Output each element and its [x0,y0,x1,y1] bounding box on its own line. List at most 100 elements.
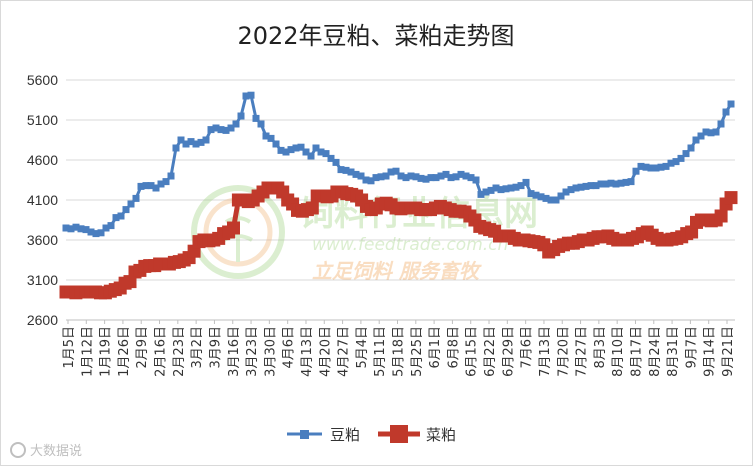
x-tick-label: 3月16日 [227,326,242,377]
data-point [317,148,325,156]
x-tick-label: 1月12日 [80,326,95,377]
data-point [347,168,355,176]
y-tick-label: 4100 [27,192,58,208]
data-point [202,136,210,144]
x-tick-label: 7月27日 [575,326,590,377]
x-tick-label: 6月15日 [465,326,480,377]
data-point [167,172,175,180]
data-point [132,194,140,202]
data-point [717,120,725,128]
legend-rape-marker [390,425,408,443]
data-point [302,148,310,156]
data-point [67,225,75,233]
data-point [227,124,235,132]
x-tick-label: 5月18日 [392,326,407,377]
data-point [472,176,480,184]
data-point [457,170,465,178]
x-tick-label: 7月20日 [556,326,571,377]
data-point [612,180,620,188]
data-point [232,120,240,128]
x-tick-label: 4月20日 [318,326,333,377]
data-point [237,112,245,120]
data-point [647,164,655,172]
data-point [92,230,100,238]
x-tick-label: 8月10日 [611,326,626,377]
x-tick-label: 4月13日 [300,326,315,377]
data-point [327,154,335,162]
data-point [487,186,495,194]
data-point [567,186,575,194]
data-point [257,120,265,128]
data-point [582,182,590,190]
data-point [702,128,710,136]
data-point [467,174,475,182]
data-point [177,136,185,144]
data-point [62,224,70,232]
data-point [587,182,595,190]
data-point [107,222,115,230]
data-point [282,148,290,156]
data-point [197,138,205,146]
y-tick-label: 5100 [27,112,58,128]
data-point [182,140,190,148]
data-point [622,178,630,186]
data-point [537,193,545,201]
data-point [152,184,160,192]
x-tick-label: 5月4日 [355,326,370,369]
data-point [222,126,230,134]
data-point [447,174,455,182]
y-tick-label: 4600 [27,152,58,168]
data-point [332,158,340,166]
x-tick-label: 4月27日 [337,326,352,377]
data-point [507,184,515,192]
data-point [602,180,610,188]
data-point [452,173,460,181]
data-point [362,176,370,184]
x-tick-label: 8月31日 [666,326,681,377]
data-point [657,163,665,171]
data-point [727,100,735,108]
legend-soy-label: 豆粕 [330,426,360,444]
data-point [557,192,565,200]
data-point [267,134,275,142]
data-point [262,132,270,140]
data-point [667,159,675,167]
data-point [87,228,95,236]
data-point [592,182,600,190]
y-tick-label: 2600 [27,312,58,328]
y-tick-label: 5600 [27,72,58,88]
data-point [312,144,320,152]
x-tick-label: 8月24日 [648,326,663,377]
data-point [252,114,260,122]
data-point [724,191,738,205]
y-tick-label: 3600 [27,232,58,248]
data-point [662,162,670,170]
data-point [562,188,570,196]
data-point [147,182,155,190]
data-point [162,178,170,186]
data-point [492,184,500,192]
x-tick-label: 9月7日 [684,326,699,369]
legend-rape-label: 菜粕 [426,426,456,444]
corner-logo-icon [10,442,26,458]
data-point [722,108,730,116]
data-point [337,166,345,174]
data-point [687,144,695,152]
x-tick-label: 6月8日 [446,326,461,369]
x-axis-ticks: 1月5日 1月12日 1月19日 1月26日 2月9日 2月16日 2月23日 3月2日 3月9… [62,320,736,377]
data-point [367,177,375,185]
data-point [142,182,150,190]
data-point [122,206,130,214]
data-point [714,209,728,223]
data-point [372,174,380,182]
data-point [512,183,520,191]
data-point [117,212,125,220]
data-point [542,194,550,202]
data-point [682,150,690,158]
data-point [547,196,555,204]
data-point [522,178,530,186]
data-point [127,200,135,208]
data-point [342,166,350,174]
